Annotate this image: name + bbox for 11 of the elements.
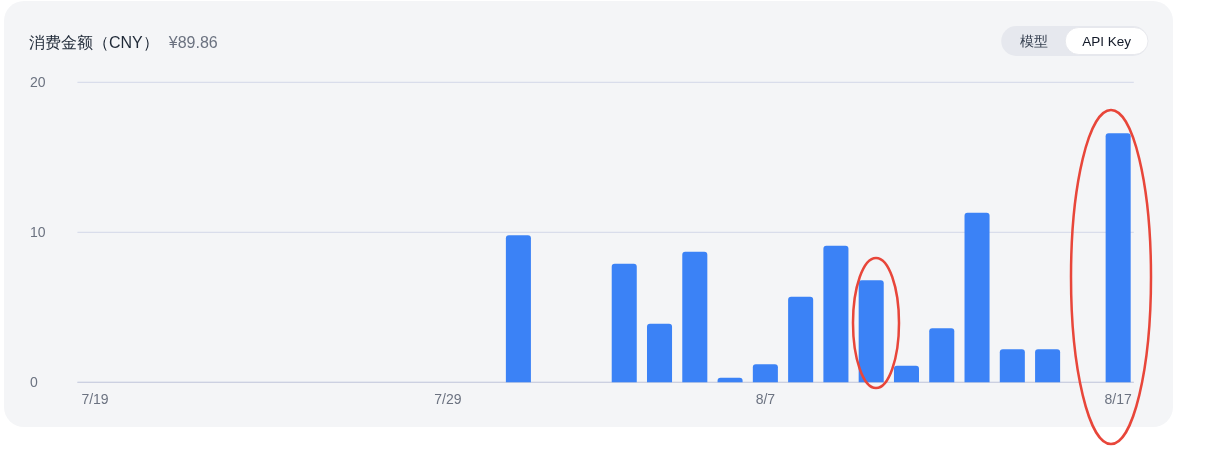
subtitle: ¥89.86 [168, 34, 218, 51]
title: 消费金额（CNY） [29, 34, 159, 51]
x-tick-label: 7/19 [81, 391, 109, 407]
toggle-option: API Key [1082, 33, 1131, 49]
x-tick-label: 8/7 [755, 391, 776, 407]
toggle-option: 模型 [1020, 33, 1049, 49]
y-tick-label: 20 [30, 74, 46, 91]
x-tick-label: 8/17 [1104, 391, 1132, 407]
y-tick-label: 10 [30, 224, 46, 241]
y-tick-label: 0 [30, 374, 38, 391]
x-tick-label: 7/29 [434, 391, 462, 407]
